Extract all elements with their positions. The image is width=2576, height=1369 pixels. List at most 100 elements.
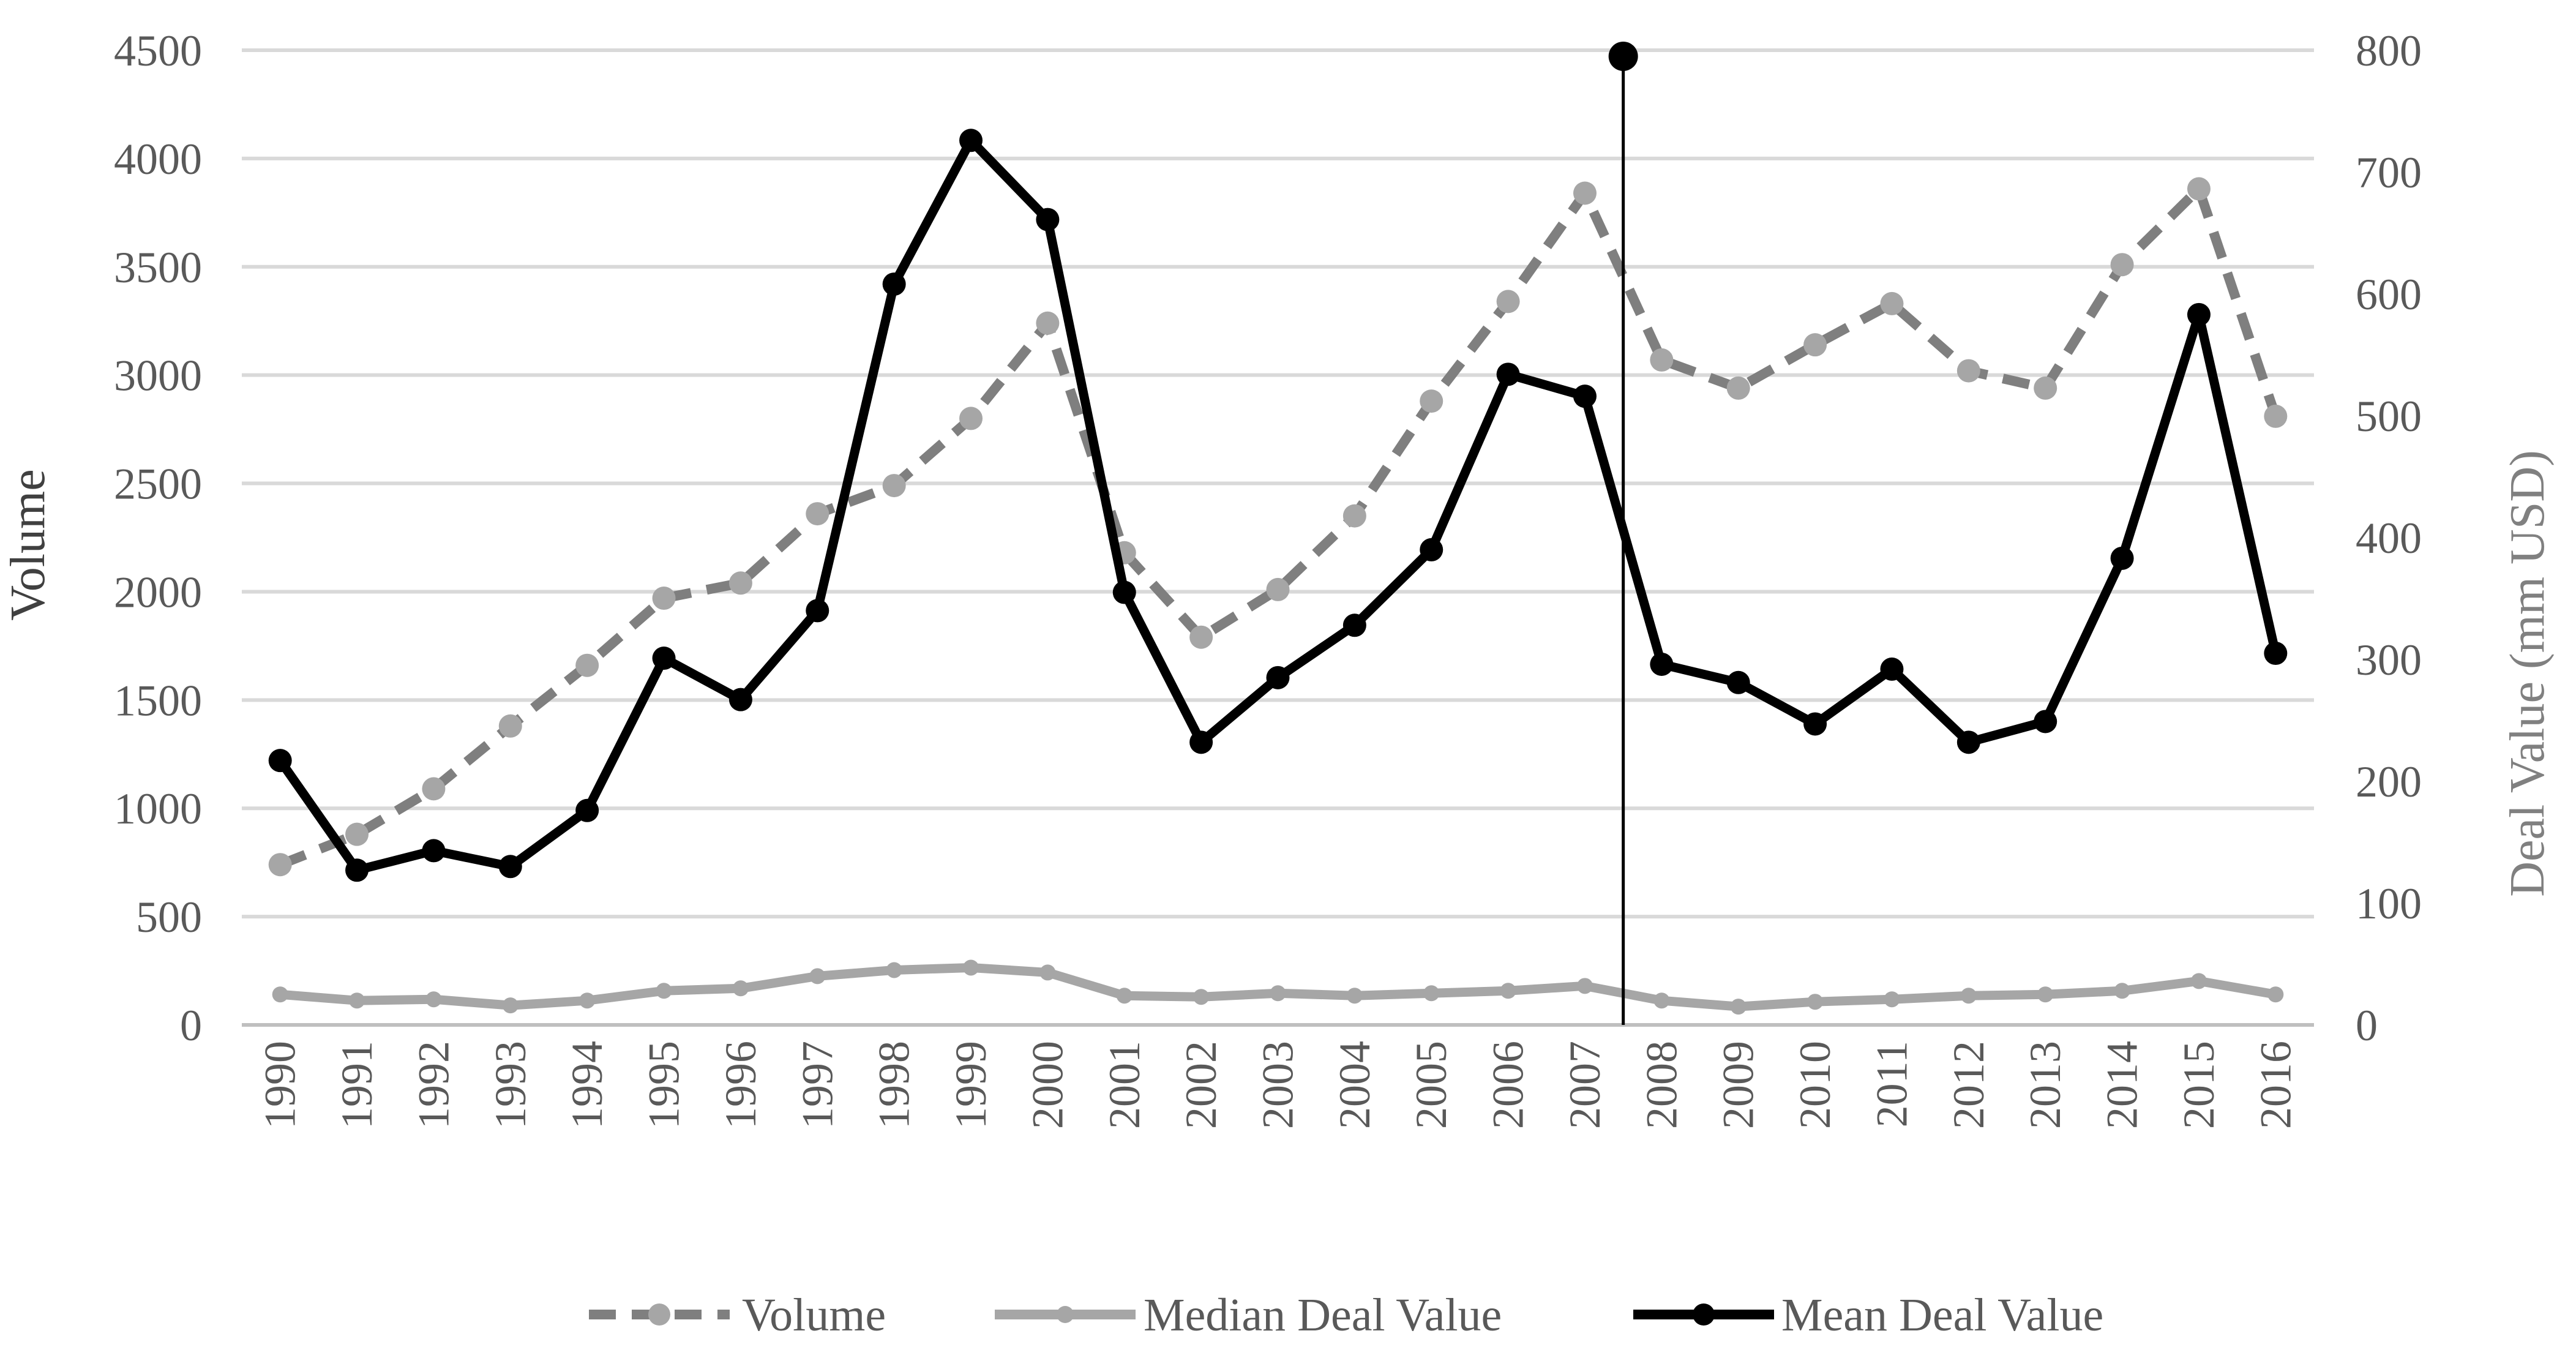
x-axis-ticks: 1990 1991 1992 1993 1994 1995 1996 1997 1998 1999… (256, 1041, 2301, 1129)
x-tick-label-1995: 1995 (640, 1041, 689, 1129)
point-mean-deal-value-2001 (1112, 580, 1136, 604)
y-axis-left-ticks: 0 500 1000 1500 2000 2500 3000 3500 4000 4500 (114, 26, 202, 1050)
x-tick-label-2008: 2008 (1637, 1041, 1686, 1129)
x-tick-label-2000: 2000 (1023, 1041, 1072, 1129)
point-mean-deal-value-2009 (1726, 670, 1750, 694)
point-median-deal-value-2008 (1653, 992, 1670, 1009)
point-volume-2009 (1726, 376, 1750, 400)
annotation-layer (1608, 41, 1638, 1025)
legend-item-volume: Volume (589, 1289, 886, 1341)
legend-volume-marker (648, 1303, 670, 1326)
point-volume-2012 (1956, 359, 1980, 383)
point-median-deal-value-2001 (1116, 988, 1133, 1004)
point-median-deal-value-2012 (1960, 988, 1977, 1004)
point-volume-2002 (1189, 625, 1213, 649)
x-tick-label-1993: 1993 (486, 1041, 535, 1129)
point-mean-deal-value-1992 (422, 839, 446, 863)
point-volume-2004 (1342, 504, 1366, 528)
legend-item-mean: Mean Deal Value (1633, 1289, 2103, 1341)
point-volume-2008 (1650, 348, 1674, 372)
point-volume-2005 (1420, 389, 1443, 413)
point-volume-2000 (1036, 311, 1060, 335)
x-tick-label-1996: 1996 (716, 1041, 765, 1129)
y-axis-right-title: Deal Value (mm USD) (2501, 450, 2555, 897)
y-right-tick-label-100: 100 (2356, 879, 2422, 928)
y-right-tick-label-700: 700 (2356, 148, 2422, 197)
y-right-tick-label-800: 800 (2356, 26, 2422, 75)
legend-median-label: Median Deal Value (1144, 1289, 1502, 1341)
x-tick-label-2016: 2016 (2251, 1041, 2300, 1129)
point-median-deal-value-2010 (1807, 994, 1824, 1010)
point-mean-deal-value-1993 (498, 855, 522, 879)
y-right-tick-label-200: 200 (2356, 757, 2422, 806)
point-mean-deal-value-2014 (2110, 546, 2134, 570)
point-median-deal-value-2015 (2190, 973, 2207, 989)
x-tick-label-2005: 2005 (1407, 1041, 1456, 1129)
point-median-deal-value-2006 (1500, 983, 1516, 999)
y-axis-left-title: Volume (1, 469, 55, 620)
legend-volume-label: Volume (742, 1289, 886, 1341)
point-mean-deal-value-1996 (728, 688, 752, 711)
x-tick-label-1997: 1997 (793, 1041, 842, 1129)
y-left-tick-label-2500: 2500 (114, 460, 202, 509)
point-median-deal-value-1992 (425, 991, 442, 1008)
point-volume-2007 (1573, 181, 1597, 205)
point-mean-deal-value-2004 (1342, 613, 1366, 637)
y-left-tick-label-3000: 3000 (114, 351, 202, 400)
point-mean-deal-value-1997 (806, 599, 829, 623)
y-right-tick-label-400: 400 (2356, 514, 2422, 563)
y-right-tick-label-0: 0 (2356, 1001, 2378, 1050)
point-median-deal-value-2016 (2267, 986, 2284, 1003)
point-volume-2013 (2034, 376, 2057, 400)
y-left-tick-label-1000: 1000 (114, 784, 202, 833)
point-volume-1999 (959, 407, 983, 430)
point-volume-2015 (2187, 177, 2211, 201)
y-left-tick-label-500: 500 (136, 893, 202, 942)
x-tick-label-2009: 2009 (1714, 1041, 1763, 1129)
x-tick-label-2001: 2001 (1100, 1041, 1149, 1129)
point-mean-deal-value-1994 (575, 798, 599, 822)
point-mean-deal-value-1995 (652, 647, 676, 670)
point-median-deal-value-1995 (656, 983, 672, 999)
x-tick-label-2012: 2012 (1944, 1041, 1993, 1129)
point-mean-deal-value-1998 (882, 272, 906, 296)
point-volume-1992 (422, 777, 446, 801)
y-right-tick-label-300: 300 (2356, 636, 2422, 684)
point-volume-2006 (1496, 290, 1520, 313)
point-mean-deal-value-2000 (1036, 208, 1060, 231)
point-mean-deal-value-2011 (1880, 657, 1904, 681)
x-tick-label-2014: 2014 (2098, 1041, 2147, 1129)
point-mean-deal-value-2012 (1956, 730, 1980, 754)
point-median-deal-value-1990 (272, 986, 288, 1003)
x-tick-label-2003: 2003 (1254, 1041, 1303, 1129)
point-volume-1997 (806, 502, 829, 526)
point-median-deal-value-1994 (579, 992, 596, 1009)
y-left-tick-label-4000: 4000 (114, 135, 202, 184)
x-tick-label-2013: 2013 (2021, 1041, 2070, 1129)
y-left-tick-label-0: 0 (180, 1001, 202, 1050)
point-median-deal-value-2005 (1423, 985, 1440, 1002)
x-tick-label-2015: 2015 (2174, 1041, 2223, 1129)
point-median-deal-value-2013 (2037, 986, 2054, 1003)
point-mean-deal-value-2015 (2187, 302, 2211, 326)
point-volume-1991 (345, 822, 369, 846)
point-mean-deal-value-2013 (2034, 710, 2057, 733)
y-right-tick-label-600: 600 (2356, 270, 2422, 319)
point-median-deal-value-2003 (1270, 985, 1286, 1002)
series-layer (268, 129, 2288, 1015)
point-mean-deal-value-1999 (959, 129, 983, 152)
point-volume-2011 (1880, 291, 1904, 315)
point-volume-1995 (652, 587, 676, 610)
point-volume-1994 (575, 653, 599, 677)
x-tick-label-1999: 1999 (946, 1041, 995, 1129)
point-volume-1990 (268, 853, 292, 877)
x-tick-label-1991: 1991 (332, 1041, 381, 1129)
y-left-tick-label-4500: 4500 (114, 26, 202, 75)
series-line-mean-deal-value (276, 135, 2280, 875)
x-tick-label-1990: 1990 (256, 1041, 305, 1129)
point-median-deal-value-2011 (1884, 991, 1900, 1008)
point-mean-deal-value-2016 (2264, 642, 2288, 666)
point-volume-1998 (882, 474, 906, 498)
series-line-volume (278, 184, 2280, 869)
